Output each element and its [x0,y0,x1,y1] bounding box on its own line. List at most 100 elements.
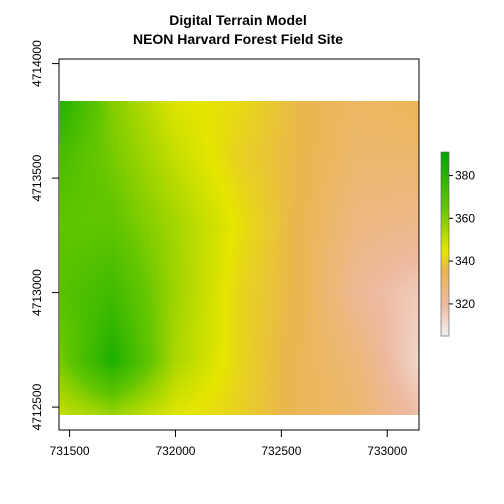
legend-color-step [441,272,449,275]
chart-title: Digital Terrain Model [169,12,306,28]
legend-color-step [441,326,449,329]
legend-tick-label: 380 [455,169,475,183]
legend-color-step [441,334,449,337]
legend-color-step [441,248,449,251]
legend-color-step [441,328,449,331]
x-tick-label: 732000 [155,444,195,458]
legend-color-step [441,208,449,211]
legend-color-step [441,296,449,299]
legend-color-step [441,216,449,219]
legend-color-step [441,164,449,167]
legend-color-step [441,176,449,179]
legend-color-step [441,152,449,155]
x-tick-label: 732500 [261,444,301,458]
legend-bar-frame [440,151,450,337]
y-axis: 4712500 4713000 4713500 4714000 [30,40,60,430]
legend-tick-label: 320 [455,297,475,311]
legend-color-step [441,180,449,183]
terrain-raster [60,101,419,415]
legend-color-step [441,212,449,215]
legend-color-step [441,284,449,287]
legend-color-step [441,242,449,245]
legend-color-step [441,190,449,193]
terrain-raster-image [60,101,419,415]
legend-color-step [441,186,449,189]
color-legend: 320 340 360 380 [440,151,475,337]
legend-color-step [441,240,449,243]
x-tick-label: 731500 [50,444,90,458]
legend-color-step [441,162,449,165]
legend-tick-label: 340 [455,254,475,268]
legend-color-step [441,156,449,159]
legend-color-step [441,246,449,249]
legend-color-step [441,322,449,325]
legend-color-step [441,226,449,229]
legend-color-step [441,320,449,323]
legend-color-step [441,318,449,321]
legend-color-step [441,244,449,247]
legend-color-step [441,294,449,297]
legend-tick-label: 360 [455,211,475,225]
legend-color-step [441,214,449,217]
legend-color-step [441,330,449,333]
x-axis: 731500 732000 732500 733000 [50,429,408,458]
legend-color-step [441,204,449,207]
legend-color-step [441,196,449,199]
legend-color-step [441,224,449,227]
legend-color-step [441,220,449,223]
legend-color-step [441,280,449,283]
legend-color-step [441,210,449,213]
legend-color-step [441,174,449,177]
legend-color-step [441,252,449,255]
y-tick-label: 4712500 [30,383,44,430]
legend-color-step [441,228,449,231]
legend-color-step [441,306,449,309]
legend-color-step [441,158,449,161]
legend-color-step [441,222,449,225]
legend-color-step [441,292,449,295]
legend-color-step [441,298,449,301]
legend-color-step [441,170,449,173]
legend-color-step [441,264,449,267]
legend-color-step [441,232,449,235]
legend-color-step [441,234,449,237]
legend-color-step [441,300,449,303]
legend-color-step [441,274,449,277]
legend-color-step [441,268,449,271]
y-tick-label: 4714000 [30,40,44,87]
legend-color-step [441,332,449,335]
legend-color-step [441,200,449,203]
legend-color-step [441,270,449,273]
legend-color-step [441,254,449,257]
legend-color-step [441,290,449,293]
legend-color-step [441,258,449,261]
legend-color-step [441,202,449,205]
legend-color-step [441,310,449,313]
legend-color-step [441,304,449,307]
legend-color-step [441,168,449,171]
chart-subtitle: NEON Harvard Forest Field Site [133,31,343,47]
legend-color-step [441,278,449,281]
legend-color-step [441,288,449,291]
legend-color-step [441,230,449,233]
legend-color-step [441,182,449,185]
legend-color-step [441,184,449,187]
legend-color-step [441,178,449,181]
legend-color-step [441,160,449,163]
legend-color-step [441,286,449,289]
legend-color-step [441,154,449,157]
legend-color-step [441,314,449,317]
legend-color-step [441,266,449,269]
legend-color-step [441,236,449,239]
legend-color-step [441,260,449,263]
legend-color-step [441,172,449,175]
legend-color-step [441,198,449,201]
legend-color-step [441,238,449,241]
legend-color-step [441,166,449,169]
legend-color-step [441,188,449,191]
legend-color-step [441,282,449,285]
legend-color-step [441,302,449,305]
legend-color-step [441,324,449,327]
legend-color-step [441,276,449,279]
legend-color-step [441,312,449,315]
